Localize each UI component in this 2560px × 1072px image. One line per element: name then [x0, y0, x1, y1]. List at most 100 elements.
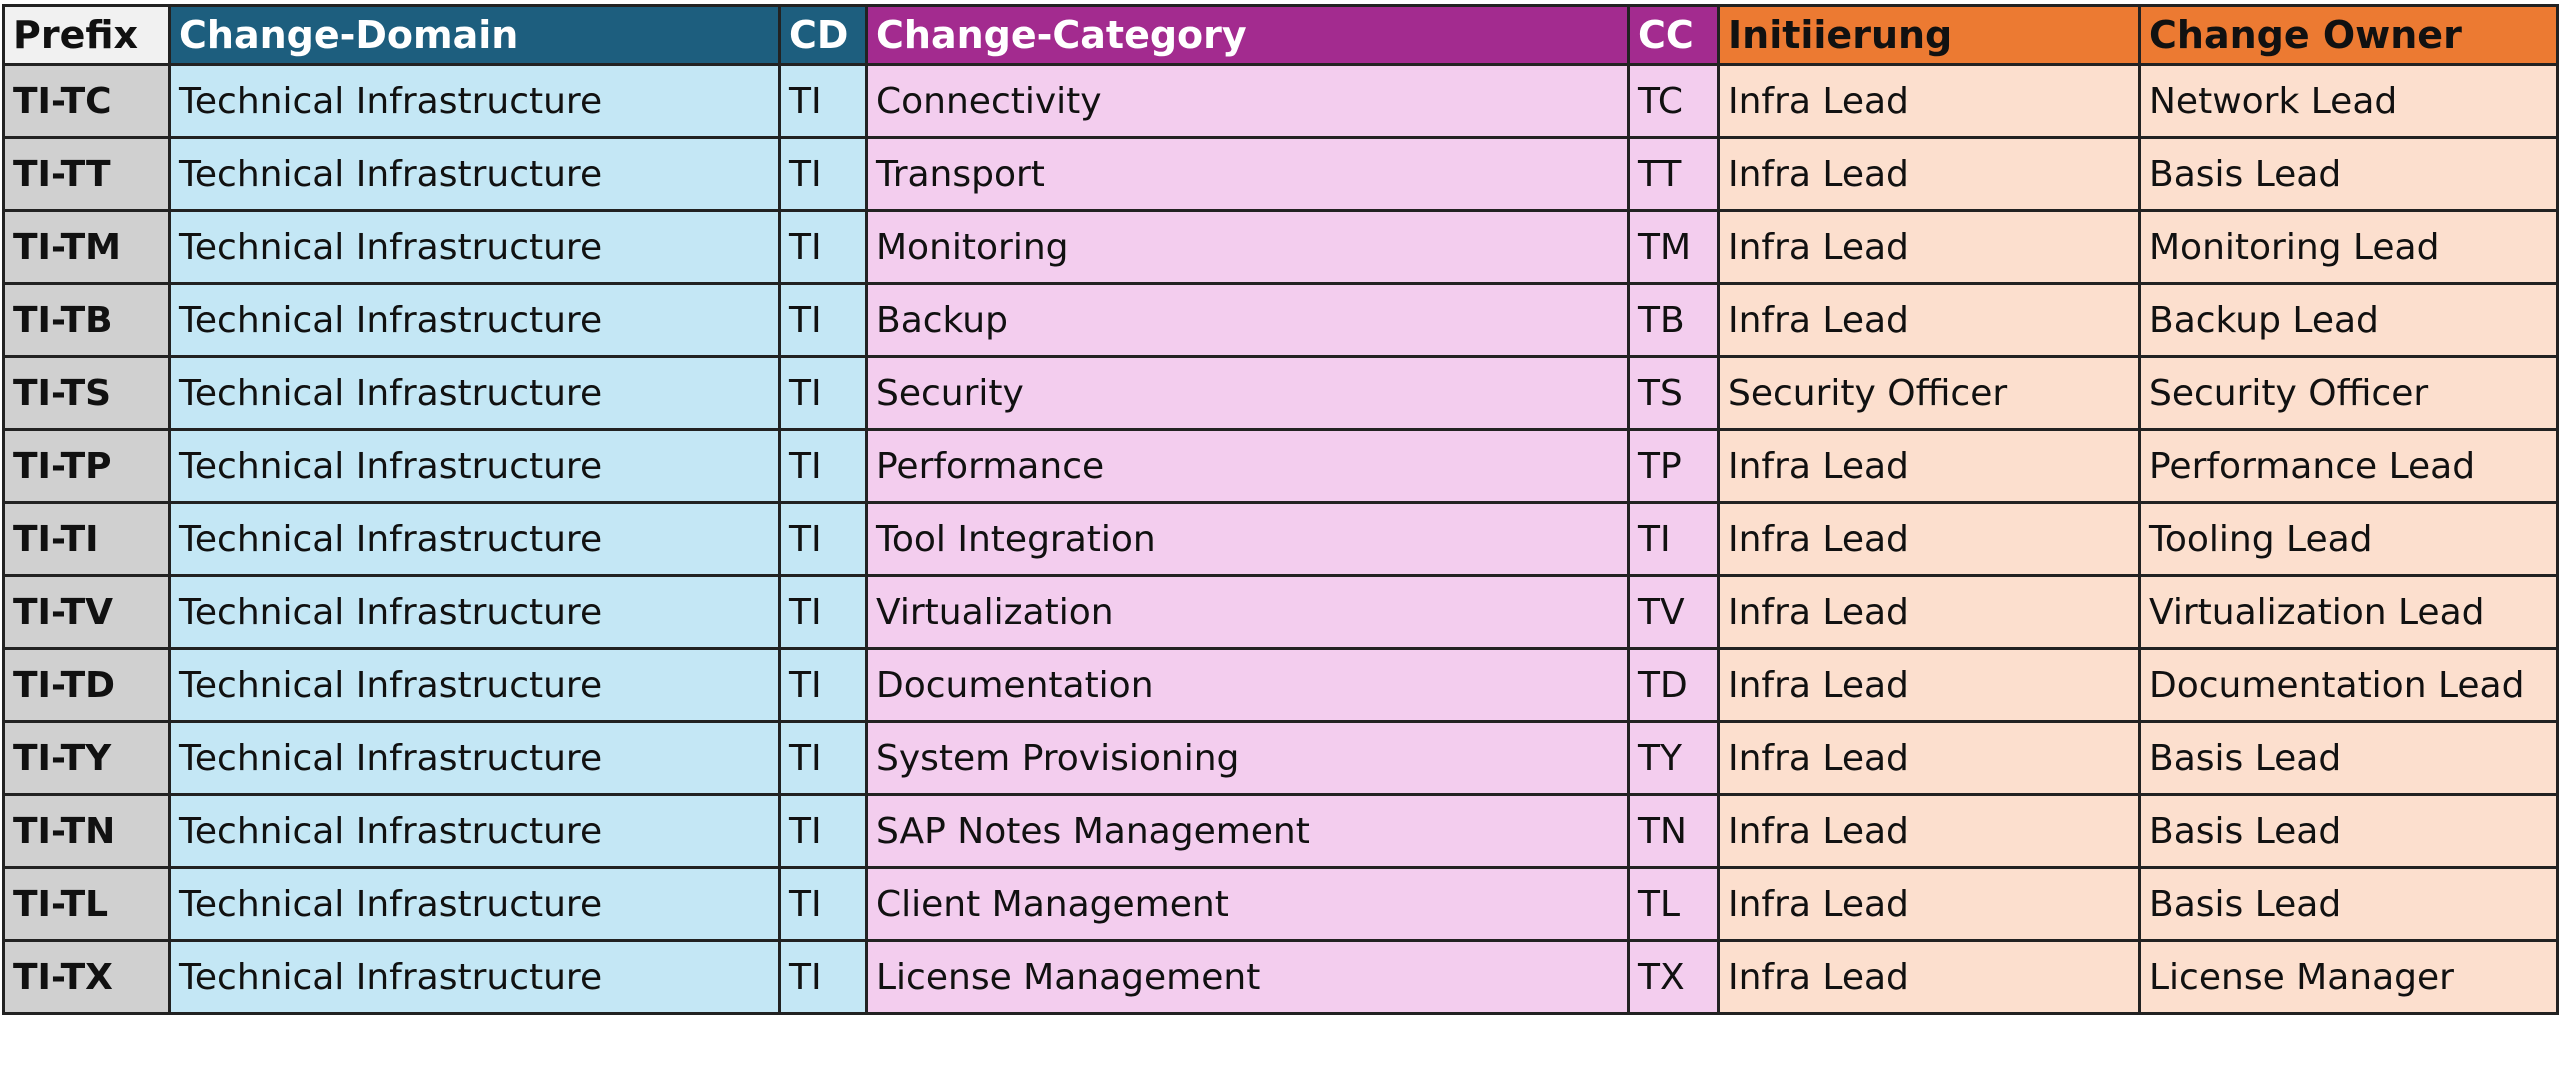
- table-row: TI-TB Technical Infrastructure TI Backup TB I…: [2, 282, 2559, 358]
- cell-prefix: TI-TL: [2, 866, 171, 942]
- cell-cc: TT: [1627, 136, 1720, 212]
- cell-change-category: Tool Integration: [865, 501, 1630, 577]
- cell-initiierung: Infra Lead: [1717, 574, 2141, 650]
- table-row: TI-TN Technical Infrastructure TI SAP Notes…: [2, 793, 2559, 869]
- table-row: TI-TT Technical Infrastructure TI Transport…: [2, 136, 2559, 212]
- cell-cd: TI: [778, 63, 868, 139]
- cell-initiierung: Infra Lead: [1717, 282, 2141, 358]
- cell-initiierung: Infra Lead: [1717, 209, 2141, 285]
- cell-cc: TV: [1627, 574, 1720, 650]
- table-row: TI-TY Technical Infrastructure TI System Pr…: [2, 720, 2559, 796]
- cell-change-owner: Virtualization Lead: [2138, 574, 2559, 650]
- cell-change-owner: Network Lead: [2138, 63, 2559, 139]
- cell-cd: TI: [778, 939, 868, 1015]
- cell-initiierung: Infra Lead: [1717, 136, 2141, 212]
- table-row: TI-TV Technical Infrastructure TI Virtualiz…: [2, 574, 2559, 650]
- table-row: TI-TX Technical Infrastructure TI License M…: [2, 939, 2559, 1015]
- cell-change-category: Virtualization: [865, 574, 1630, 650]
- cell-initiierung: Infra Lead: [1717, 501, 2141, 577]
- cell-change-category: Backup: [865, 282, 1630, 358]
- cell-initiierung: Infra Lead: [1717, 63, 2141, 139]
- cell-cd: TI: [778, 136, 868, 212]
- cell-change-category: SAP Notes Management: [865, 793, 1630, 869]
- cell-cc: TD: [1627, 647, 1720, 723]
- cell-change-category: Performance: [865, 428, 1630, 504]
- cell-prefix: TI-TP: [2, 428, 171, 504]
- table-row: TI-TM Technical Infrastructure TI Monitorin…: [2, 209, 2559, 285]
- cell-initiierung: Security Officer: [1717, 355, 2141, 431]
- cell-change-domain: Technical Infrastructure: [168, 793, 781, 869]
- cell-initiierung: Infra Lead: [1717, 647, 2141, 723]
- cell-cc: TN: [1627, 793, 1720, 869]
- cell-change-domain: Technical Infrastructure: [168, 428, 781, 504]
- cell-initiierung: Infra Lead: [1717, 793, 2141, 869]
- cell-cd: TI: [778, 282, 868, 358]
- cell-change-domain: Technical Infrastructure: [168, 501, 781, 577]
- header-cc: CC: [1627, 4, 1720, 66]
- cell-prefix: TI-TM: [2, 209, 171, 285]
- cell-prefix: TI-TS: [2, 355, 171, 431]
- cell-change-owner: Monitoring Lead: [2138, 209, 2559, 285]
- table-row: TI-TI Technical Infrastructure TI Tool Inte…: [2, 501, 2559, 577]
- cell-prefix: TI-TV: [2, 574, 171, 650]
- header-change-domain: Change-Domain: [168, 4, 781, 66]
- cell-change-domain: Technical Infrastructure: [168, 136, 781, 212]
- cell-cc: TY: [1627, 720, 1720, 796]
- cell-cd: TI: [778, 355, 868, 431]
- cell-change-domain: Technical Infrastructure: [168, 866, 781, 942]
- header-cd: CD: [778, 4, 868, 66]
- cell-change-category: Monitoring: [865, 209, 1630, 285]
- cell-cd: TI: [778, 501, 868, 577]
- table-header: Prefix Change-Domain CD Change-Category …: [2, 4, 2559, 66]
- cell-cc: TP: [1627, 428, 1720, 504]
- cell-change-category: Security: [865, 355, 1630, 431]
- header-initiierung: Initiierung: [1717, 4, 2141, 66]
- cell-change-domain: Technical Infrastructure: [168, 209, 781, 285]
- cell-prefix: TI-TT: [2, 136, 171, 212]
- cell-prefix: TI-TX: [2, 939, 171, 1015]
- cell-initiierung: Infra Lead: [1717, 428, 2141, 504]
- cell-change-owner: Performance Lead: [2138, 428, 2559, 504]
- cell-initiierung: Infra Lead: [1717, 720, 2141, 796]
- cell-cc: TM: [1627, 209, 1720, 285]
- cell-change-domain: Technical Infrastructure: [168, 647, 781, 723]
- table-row: TI-TP Technical Infrastructure TI Performan…: [2, 428, 2559, 504]
- cell-change-owner: Basis Lead: [2138, 720, 2559, 796]
- cell-prefix: TI-TN: [2, 793, 171, 869]
- cell-prefix: TI-TY: [2, 720, 171, 796]
- cell-initiierung: Infra Lead: [1717, 939, 2141, 1015]
- cell-change-category: Connectivity: [865, 63, 1630, 139]
- cell-cd: TI: [778, 866, 868, 942]
- cell-change-owner: Security Officer: [2138, 355, 2559, 431]
- cell-change-owner: Basis Lead: [2138, 793, 2559, 869]
- cell-cc: TX: [1627, 939, 1720, 1015]
- cell-change-domain: Technical Infrastructure: [168, 355, 781, 431]
- cell-change-owner: License Manager: [2138, 939, 2559, 1015]
- cell-change-category: Client Management: [865, 866, 1630, 942]
- table-row: TI-TS Technical Infrastructure TI Security T…: [2, 355, 2559, 431]
- cell-change-category: Transport: [865, 136, 1630, 212]
- cell-change-domain: Technical Infrastructure: [168, 939, 781, 1015]
- cell-cc: TS: [1627, 355, 1720, 431]
- cell-change-category: Documentation: [865, 647, 1630, 723]
- cell-change-domain: Technical Infrastructure: [168, 282, 781, 358]
- cell-cd: TI: [778, 574, 868, 650]
- cell-cc: TB: [1627, 282, 1720, 358]
- cell-change-owner: Backup Lead: [2138, 282, 2559, 358]
- cell-cd: TI: [778, 793, 868, 869]
- cell-prefix: TI-TI: [2, 501, 171, 577]
- cell-cc: TL: [1627, 866, 1720, 942]
- cell-cd: TI: [778, 720, 868, 796]
- header-row: Prefix Change-Domain CD Change-Category …: [2, 4, 2559, 66]
- cell-change-category: System Provisioning: [865, 720, 1630, 796]
- cell-change-owner: Basis Lead: [2138, 866, 2559, 942]
- cell-initiierung: Infra Lead: [1717, 866, 2141, 942]
- cell-change-domain: Technical Infrastructure: [168, 574, 781, 650]
- cell-change-domain: Technical Infrastructure: [168, 720, 781, 796]
- cell-change-category: License Management: [865, 939, 1630, 1015]
- cell-change-domain: Technical Infrastructure: [168, 63, 781, 139]
- cell-change-owner: Basis Lead: [2138, 136, 2559, 212]
- table-row: TI-TD Technical Infrastructure TI Documenta…: [2, 647, 2559, 723]
- header-change-category: Change-Category: [865, 4, 1630, 66]
- cell-cd: TI: [778, 647, 868, 723]
